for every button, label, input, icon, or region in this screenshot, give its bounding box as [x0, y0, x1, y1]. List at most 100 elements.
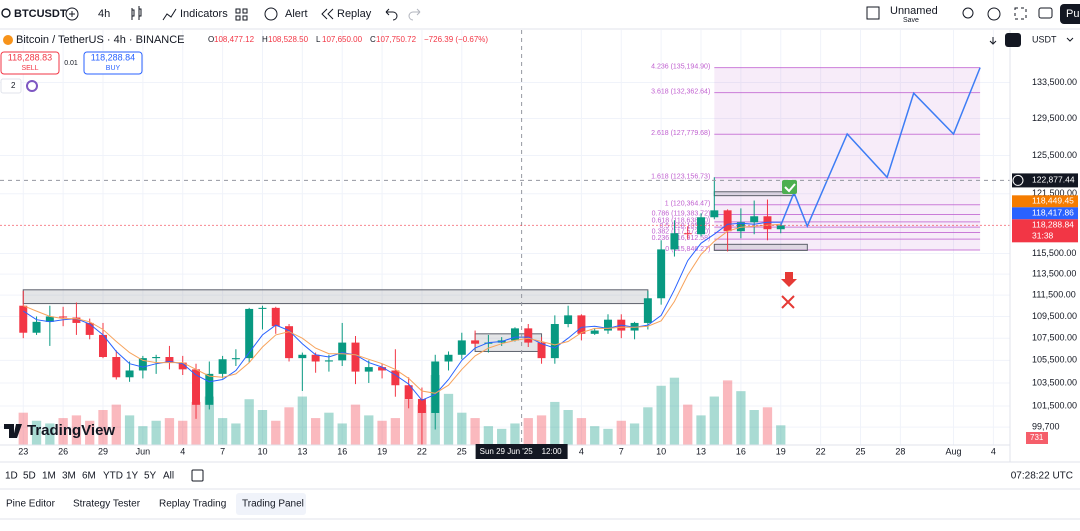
- scroll-icon[interactable]: [989, 37, 997, 45]
- currency-dropdown[interactable]: [1066, 37, 1074, 42]
- indicators-icon[interactable]: [162, 8, 177, 21]
- candle-body: [670, 233, 679, 250]
- volume-bar: [483, 426, 494, 445]
- range-button[interactable]: 1Y: [126, 471, 139, 482]
- candle-body: [178, 362, 187, 370]
- volume-bar: [603, 428, 613, 445]
- x-tick-label: 13: [696, 446, 706, 456]
- search-icon[interactable]: [1, 8, 11, 18]
- symbol[interactable]: BTCUSDT: [14, 8, 67, 20]
- replay-button[interactable]: Replay: [337, 8, 372, 20]
- candle-body: [85, 322, 94, 335]
- candle-body: [391, 370, 400, 386]
- candle-body: [604, 319, 612, 331]
- volume-bar: [297, 396, 307, 445]
- buy-label[interactable]: BUY: [106, 65, 121, 72]
- layout-name[interactable]: Unnamed: [890, 5, 938, 17]
- scale-toggle[interactable]: [1005, 33, 1021, 47]
- fullscreen-icon[interactable]: [1014, 7, 1027, 20]
- price-tag-label: 118,288.84: [1032, 220, 1074, 230]
- quantity[interactable]: 0.01: [64, 60, 78, 67]
- tab[interactable]: Strategy Tester: [73, 499, 141, 510]
- candle-body: [192, 369, 201, 405]
- x-tick-label: 4: [180, 446, 185, 456]
- replay-icon[interactable]: [321, 8, 334, 20]
- snapshot-icon[interactable]: [1038, 7, 1053, 19]
- y-tick-label: 129,500.00: [1032, 113, 1077, 123]
- candle-body: [32, 321, 41, 333]
- fib-label: 0.382 (117,572.20): [652, 228, 711, 235]
- volume-bar: [443, 393, 454, 445]
- candle-body: [205, 373, 214, 405]
- profile-button[interactable]: [1060, 4, 1080, 24]
- tab[interactable]: Pine Editor: [6, 499, 56, 510]
- volume-bar: [749, 410, 759, 445]
- save-label[interactable]: Save: [903, 17, 919, 24]
- ohlc: O 108,477.12 H 108,528.50 L 107,650.00 C 107,75…: [208, 35, 417, 44]
- tab[interactable]: Replay Trading: [159, 499, 226, 510]
- settings-icon[interactable]: [987, 7, 1001, 21]
- search-tool[interactable]: [962, 7, 974, 19]
- range-button[interactable]: 1D: [5, 471, 18, 482]
- y-tick-label: 115,500.00: [1032, 248, 1076, 258]
- volume-tag: [1026, 432, 1048, 444]
- volume-bar: [590, 426, 600, 445]
- buy-price[interactable]: 118,288.84: [91, 52, 135, 62]
- layout-checkbox[interactable]: [866, 6, 880, 20]
- sell-label[interactable]: SELL: [21, 65, 38, 72]
- x-tick-label: 19: [377, 446, 387, 456]
- x-tick-label: 25: [457, 446, 467, 456]
- crosshair-add[interactable]: [1012, 174, 1024, 186]
- tab[interactable]: Trading Panel: [242, 499, 304, 510]
- profile-label[interactable]: Pu: [1066, 8, 1079, 20]
- candle-body: [324, 360, 333, 362]
- range-button[interactable]: YTD: [103, 471, 123, 482]
- range-button[interactable]: 1M: [42, 471, 56, 482]
- candle-body: [550, 324, 559, 359]
- range-button[interactable]: 3M: [62, 471, 76, 482]
- add-symbol[interactable]: [65, 7, 79, 21]
- buy-button[interactable]: [83, 51, 143, 75]
- chart-type-icon[interactable]: [131, 6, 142, 20]
- candle-body: [444, 354, 453, 362]
- layout-icon[interactable]: [235, 8, 248, 21]
- sell-button[interactable]: [0, 51, 60, 75]
- candle-body: [564, 315, 573, 325]
- crosshair-date-box: [475, 444, 568, 459]
- x-tick-label: 4: [579, 446, 584, 456]
- ohlc-value: 107,750.72: [376, 35, 417, 44]
- x-tick-label: 25: [855, 446, 865, 456]
- x-tick-label: 26: [58, 446, 68, 456]
- range-button[interactable]: 6M: [82, 471, 96, 482]
- alert-icon[interactable]: [264, 7, 278, 21]
- y-tick-label: 109,500.00: [1032, 311, 1077, 321]
- change: −726.39 (−0.67%): [424, 35, 488, 44]
- fib-label: 1.618 (123,156.73): [651, 174, 710, 181]
- undo[interactable]: [385, 8, 398, 21]
- volume-bar: [217, 418, 228, 445]
- sell-price[interactable]: 118,288.83: [8, 52, 52, 62]
- range-button[interactable]: 5D: [23, 471, 36, 482]
- x-tick-label: 19: [776, 446, 786, 456]
- fib-label: 1 (120,364.47): [665, 201, 711, 208]
- range-button[interactable]: All: [163, 471, 174, 482]
- volume-bar: [124, 415, 135, 445]
- indicators-toggle[interactable]: [0, 78, 22, 94]
- volume-bar: [404, 399, 414, 445]
- redo[interactable]: [408, 8, 421, 21]
- volume-bar: [576, 418, 587, 445]
- indicators-button[interactable]: Indicators: [180, 8, 228, 20]
- currency[interactable]: USDT: [1032, 34, 1057, 44]
- price-tag-label: 118,449.45: [1032, 196, 1074, 206]
- fib-label: 0.5 (118,105.37): [659, 223, 710, 230]
- candle-body: [138, 358, 147, 371]
- volume-bar: [510, 423, 520, 445]
- alert-button[interactable]: Alert: [285, 8, 308, 20]
- indicator-icon[interactable]: [26, 80, 38, 92]
- range-button[interactable]: 5Y: [144, 471, 157, 482]
- candle-body: [723, 210, 732, 232]
- x-tick-label: 7: [220, 446, 225, 456]
- indicator-count[interactable]: 2: [11, 81, 16, 90]
- interval[interactable]: 4h: [98, 8, 110, 20]
- goto-date-icon[interactable]: [191, 469, 204, 482]
